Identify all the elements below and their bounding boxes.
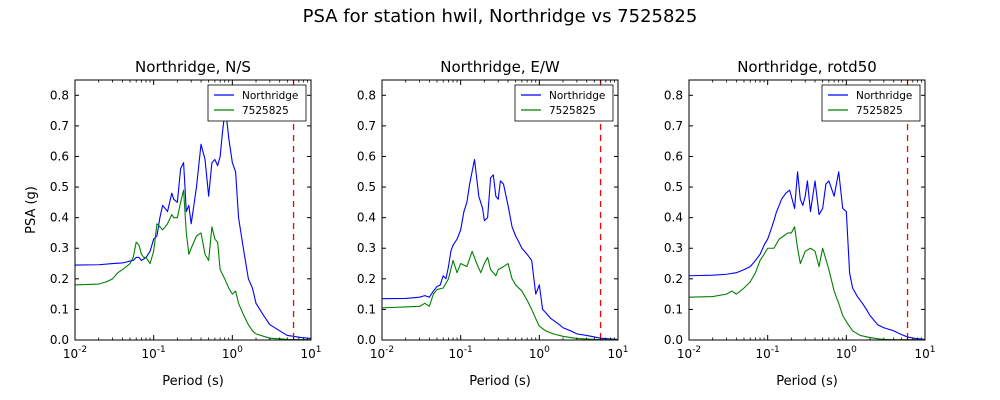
- y-tick-label: 0.3: [357, 241, 376, 255]
- subplot-2: Northridge, E/W 0.0 0.1 0.2 0.3 0.4 0.5 0.6 0.7 0…: [357, 58, 629, 389]
- legend-box: [207, 84, 307, 122]
- subplot-1: Northridge, N/S 0.0 0.1 0.2 0.3 0.4 0.5 0.6 0.7 0…: [24, 58, 322, 389]
- x-tick-label: 10-1: [142, 345, 166, 361]
- legend-box: [514, 84, 614, 122]
- subplot-title: Northridge, rotd50: [737, 58, 877, 76]
- y-tick-label: 0.3: [664, 241, 683, 255]
- y-tick-label: 0.6: [664, 149, 683, 163]
- y-tick-label: 0.8: [357, 88, 376, 102]
- y-tick-label: 0.5: [50, 180, 69, 194]
- x-axis-label: Period (s): [162, 374, 224, 389]
- y-tick-label: 0.1: [664, 302, 683, 316]
- y-tick-label: 0.2: [50, 272, 69, 286]
- series-line-event: [382, 250, 618, 340]
- y-tick-label: 0.6: [357, 149, 376, 163]
- y-tick-label: 0.0: [50, 333, 69, 347]
- axes-frame: [688, 79, 926, 341]
- x-tick-label: 101: [300, 345, 321, 361]
- y-tick-label: 0.0: [664, 333, 683, 347]
- x-tick-label: 10-1: [756, 345, 780, 361]
- axes-frame: [381, 79, 619, 341]
- subplot-title: Northridge, E/W: [440, 58, 560, 76]
- legend-label: 7525825: [242, 105, 289, 117]
- x-axis-label: Period (s): [776, 374, 838, 389]
- series-line-event: [689, 226, 925, 340]
- x-tick-label: 101: [914, 345, 935, 361]
- legend: Northridge 7525825: [207, 84, 307, 122]
- plot-area: [382, 80, 618, 340]
- series-line-northridge: [689, 171, 925, 340]
- y-tick-label: 0.7: [50, 119, 69, 133]
- y-tick-label: 0.2: [357, 272, 376, 286]
- y-tick-label: 0.4: [50, 211, 69, 225]
- legend-box: [821, 84, 921, 122]
- y-tick-label: 0.4: [664, 211, 683, 225]
- y-tick-label: 0.7: [357, 119, 376, 133]
- x-tick-label: 10-2: [370, 345, 394, 361]
- legend: Northridge 7525825: [514, 84, 614, 122]
- legend-label: 7525825: [549, 105, 596, 117]
- x-tick-label: 10-1: [449, 345, 473, 361]
- axes-frame: [74, 79, 312, 341]
- y-tick-label: 0.1: [50, 302, 69, 316]
- x-tick-label: 100: [836, 345, 857, 361]
- legend: Northridge 7525825: [821, 84, 921, 122]
- x-tick-label: 10-2: [677, 345, 701, 361]
- y-tick-label: 0.5: [664, 180, 683, 194]
- series-line-event: [75, 189, 311, 340]
- legend-label: Northridge: [856, 90, 912, 102]
- x-tick-label: 100: [529, 345, 550, 361]
- y-tick-label: 0.6: [50, 149, 69, 163]
- series-line-northridge: [75, 113, 311, 340]
- x-tick-label: 10-2: [63, 345, 87, 361]
- x-tick-label: 100: [222, 345, 243, 361]
- y-tick-label: 0.4: [357, 211, 376, 225]
- subplot-3: Northridge, rotd50 0.0 0.1 0.2 0.3 0.4 0.5 0.6 0…: [664, 58, 936, 389]
- y-tick-label: 0.3: [50, 241, 69, 255]
- series-line-northridge: [382, 158, 618, 340]
- y-axis-label: PSA (g): [24, 186, 39, 234]
- y-tick-label: 0.2: [664, 272, 683, 286]
- y-tick-label: 0.1: [357, 302, 376, 316]
- y-tick-label: 0.5: [357, 180, 376, 194]
- subplot-title: Northridge, N/S: [135, 58, 251, 76]
- plot-area: [689, 80, 925, 340]
- y-tick-label: 0.8: [664, 88, 683, 102]
- figure-title: PSA for station hwil, Northridge vs 7525…: [302, 6, 698, 27]
- x-tick-label: 101: [607, 345, 628, 361]
- plot-area: [75, 80, 311, 340]
- x-axis-label: Period (s): [469, 374, 531, 389]
- y-tick-label: 0.0: [357, 333, 376, 347]
- y-tick-label: 0.8: [50, 88, 69, 102]
- legend-label: Northridge: [242, 90, 298, 102]
- legend-label: Northridge: [549, 90, 605, 102]
- y-tick-label: 0.7: [664, 119, 683, 133]
- legend-label: 7525825: [856, 105, 903, 117]
